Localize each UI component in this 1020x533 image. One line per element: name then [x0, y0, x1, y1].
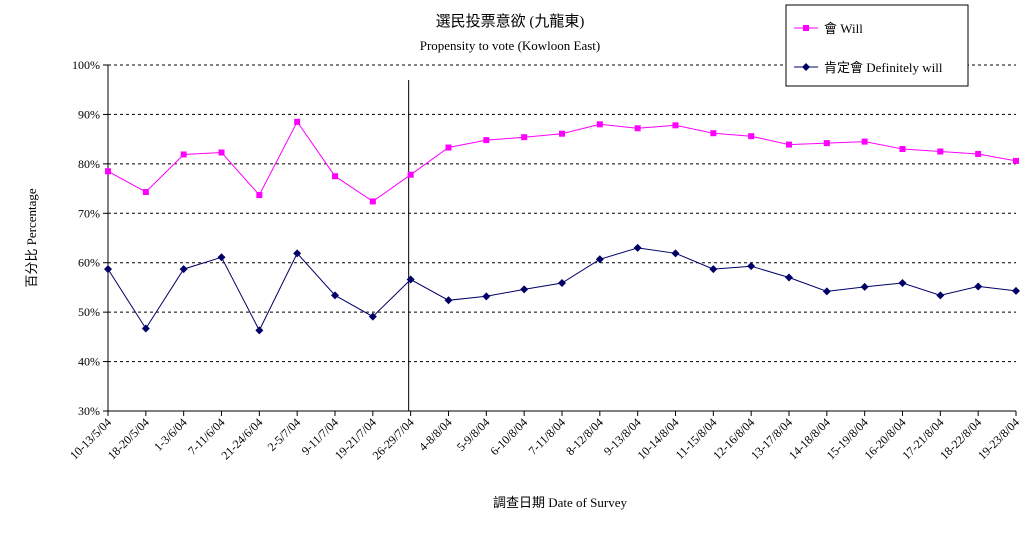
data-point-definitely-will [936, 291, 945, 300]
data-point-definitely-will [331, 291, 339, 300]
series-group [104, 118, 1020, 335]
y-axis-ticks: 30% 40% 50% 60% 70% 80% 90% 100% [72, 58, 108, 418]
y-tick-label: 50% [78, 305, 100, 319]
data-point-definitely-will [141, 324, 150, 333]
y-tick-label: 80% [78, 157, 100, 171]
data-point-will [369, 198, 376, 205]
legend: 會 Will 肯定會 Definitely will [785, 4, 969, 87]
data-point-will [180, 151, 187, 158]
chart-subtitle: Propensity to vote (Kowloon East) [420, 38, 601, 53]
data-point-will [105, 168, 111, 175]
axes [107, 65, 1016, 412]
data-point-will [521, 134, 528, 141]
data-point-definitely-will [633, 243, 642, 252]
y-tick-label: 40% [78, 355, 100, 369]
data-point-will [748, 133, 755, 140]
data-point-definitely-will [898, 278, 907, 287]
data-point-will [975, 150, 982, 157]
legend-marker-will [803, 25, 809, 31]
legend-label-definitely: 肯定會 Definitely will [824, 60, 943, 75]
data-point-definitely-will [785, 273, 793, 282]
data-point-will [823, 140, 830, 147]
data-point-will [559, 130, 565, 137]
data-point-definitely-will [747, 262, 756, 271]
data-point-definitely-will [1012, 286, 1020, 295]
data-point-definitely-will [255, 326, 264, 335]
data-point-will [710, 130, 717, 137]
data-point-will [218, 149, 225, 156]
y-axis-label: 百分比 Percentage [24, 188, 39, 288]
data-point-will [861, 138, 868, 145]
data-point-will [256, 191, 263, 198]
y-tick-label: 60% [78, 256, 100, 270]
y-tick-label: 30% [78, 404, 100, 418]
data-point-definitely-will [406, 275, 415, 284]
legend-box [785, 4, 969, 87]
y-tick-label: 90% [78, 107, 100, 121]
x-tick-label: 6-10/8/04 [487, 415, 530, 458]
x-tick-label: 21-24/6/04 [218, 415, 265, 462]
data-point-will [294, 118, 301, 125]
data-point-definitely-will [974, 282, 983, 291]
chart-title: 選民投票意欲 (九龍東) [436, 12, 585, 30]
x-tick-label: 7-11/8/04 [526, 415, 569, 458]
legend-label-will: 會 Will [824, 21, 863, 36]
data-point-definitely-will [709, 265, 718, 274]
data-point-definitely-will [293, 249, 302, 258]
data-point-definitely-will [368, 312, 377, 321]
x-tick-label: 18-20/5/04 [105, 415, 152, 462]
data-point-will [634, 125, 641, 132]
data-point-definitely-will [444, 296, 453, 305]
x-tick-label: 4-8/8/04 [416, 415, 455, 454]
data-point-will [445, 144, 452, 151]
data-point-definitely-will [104, 265, 112, 274]
gridlines [108, 64, 1016, 363]
data-point-definitely-will [179, 265, 188, 274]
data-point-will [483, 137, 490, 144]
x-tick-label: 8-12/8/04 [563, 415, 606, 458]
data-point-will [1013, 157, 1019, 164]
data-point-will [332, 173, 338, 180]
data-point-definitely-will [860, 282, 869, 291]
data-point-will [672, 122, 679, 129]
data-point-definitely-will [520, 285, 529, 294]
data-point-definitely-will [217, 253, 226, 262]
x-tick-label: 26-29/7/04 [370, 415, 417, 462]
data-point-definitely-will [671, 249, 680, 258]
data-point-definitely-will [558, 278, 566, 287]
data-point-definitely-will [822, 287, 831, 296]
y-tick-label: 100% [72, 58, 100, 72]
data-point-will [937, 148, 944, 155]
x-axis-label: 調查日期 Date of Survey [493, 495, 627, 510]
data-point-will [899, 146, 906, 153]
data-point-will [786, 141, 792, 148]
data-point-will [407, 171, 414, 178]
x-tick-label: 19-23/8/04 [975, 415, 1020, 462]
data-point-will [142, 189, 149, 196]
y-tick-label: 70% [78, 206, 100, 220]
legend-marker-definitely [802, 63, 810, 71]
series-line-definitely-will [107, 247, 1017, 332]
data-point-definitely-will [595, 255, 604, 264]
data-point-will [596, 121, 603, 128]
data-point-definitely-will [482, 292, 491, 301]
